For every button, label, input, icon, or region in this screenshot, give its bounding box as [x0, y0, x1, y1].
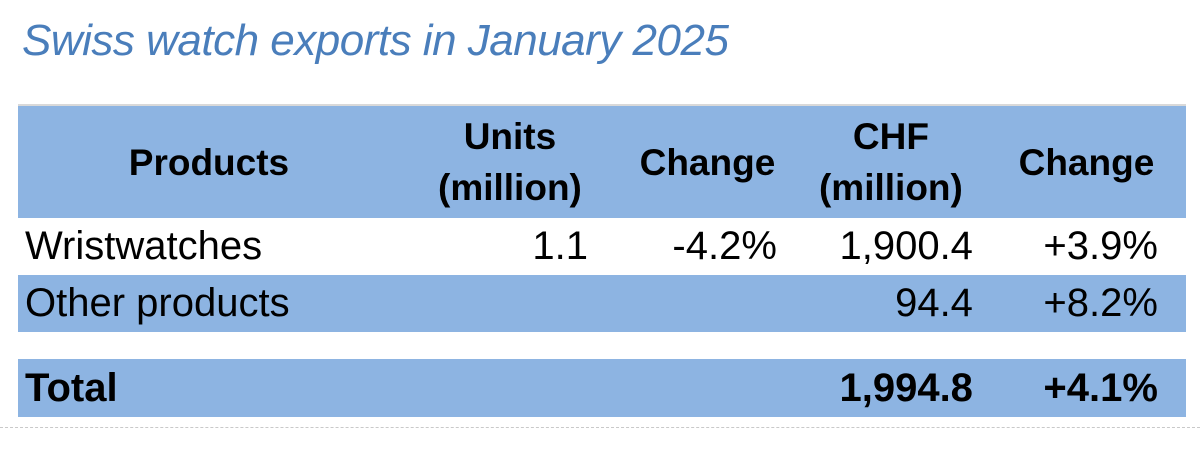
table-header-row: Products Units (million) Change CHF (milli…: [18, 104, 1186, 218]
header-units-line1: Units: [463, 116, 557, 157]
header-units-million: Units (million): [400, 106, 620, 218]
cell-units: 1.1: [532, 224, 588, 268]
header-units-line2: (million): [438, 167, 582, 208]
cell-units-change: [620, 359, 795, 417]
page-title: Swiss watch exports in January 2025: [22, 16, 729, 65]
cell-product: Total: [25, 365, 118, 410]
cell-chf: 94.4: [895, 281, 973, 325]
cell-product: Other products: [25, 281, 290, 325]
header-units-change: Change: [620, 106, 795, 218]
table-gap: [18, 332, 1186, 359]
bottom-dashed-rule: [0, 427, 1200, 428]
cell-units: [400, 359, 620, 417]
exports-table: Products Units (million) Change CHF (milli…: [18, 104, 1186, 417]
cell-chf-change: +4.1%: [1043, 365, 1158, 410]
header-chf-line1: CHF: [852, 116, 929, 157]
cell-product: Wristwatches: [25, 224, 263, 268]
header-chf-change-line1: Change: [1018, 141, 1155, 183]
table-row-total: Total 1,994.8 +4.1%: [18, 359, 1186, 417]
header-chf-line2: (million): [818, 167, 963, 208]
cell-units-change: -4.2%: [672, 224, 777, 268]
header-products: Products: [18, 106, 400, 218]
cell-units: [400, 275, 620, 332]
cell-chf-change: +8.2%: [1043, 281, 1158, 325]
cell-units-change: [620, 275, 795, 332]
cell-chf: 1,900.4: [839, 224, 973, 268]
header-units-change-line1: Change: [639, 141, 776, 183]
header-products-line1: Products: [128, 141, 290, 183]
table-row-other-products: Other products 94.4 +8.2%: [18, 275, 1186, 332]
header-chf-change: Change: [987, 106, 1186, 218]
table-row-wristwatches: Wristwatches 1.1 -4.2% 1,900.4 +3.9%: [18, 218, 1186, 275]
cell-chf-change: +3.9%: [1043, 224, 1158, 268]
cell-chf: 1,994.8: [839, 365, 973, 410]
header-chf-million: CHF (million): [795, 106, 987, 218]
